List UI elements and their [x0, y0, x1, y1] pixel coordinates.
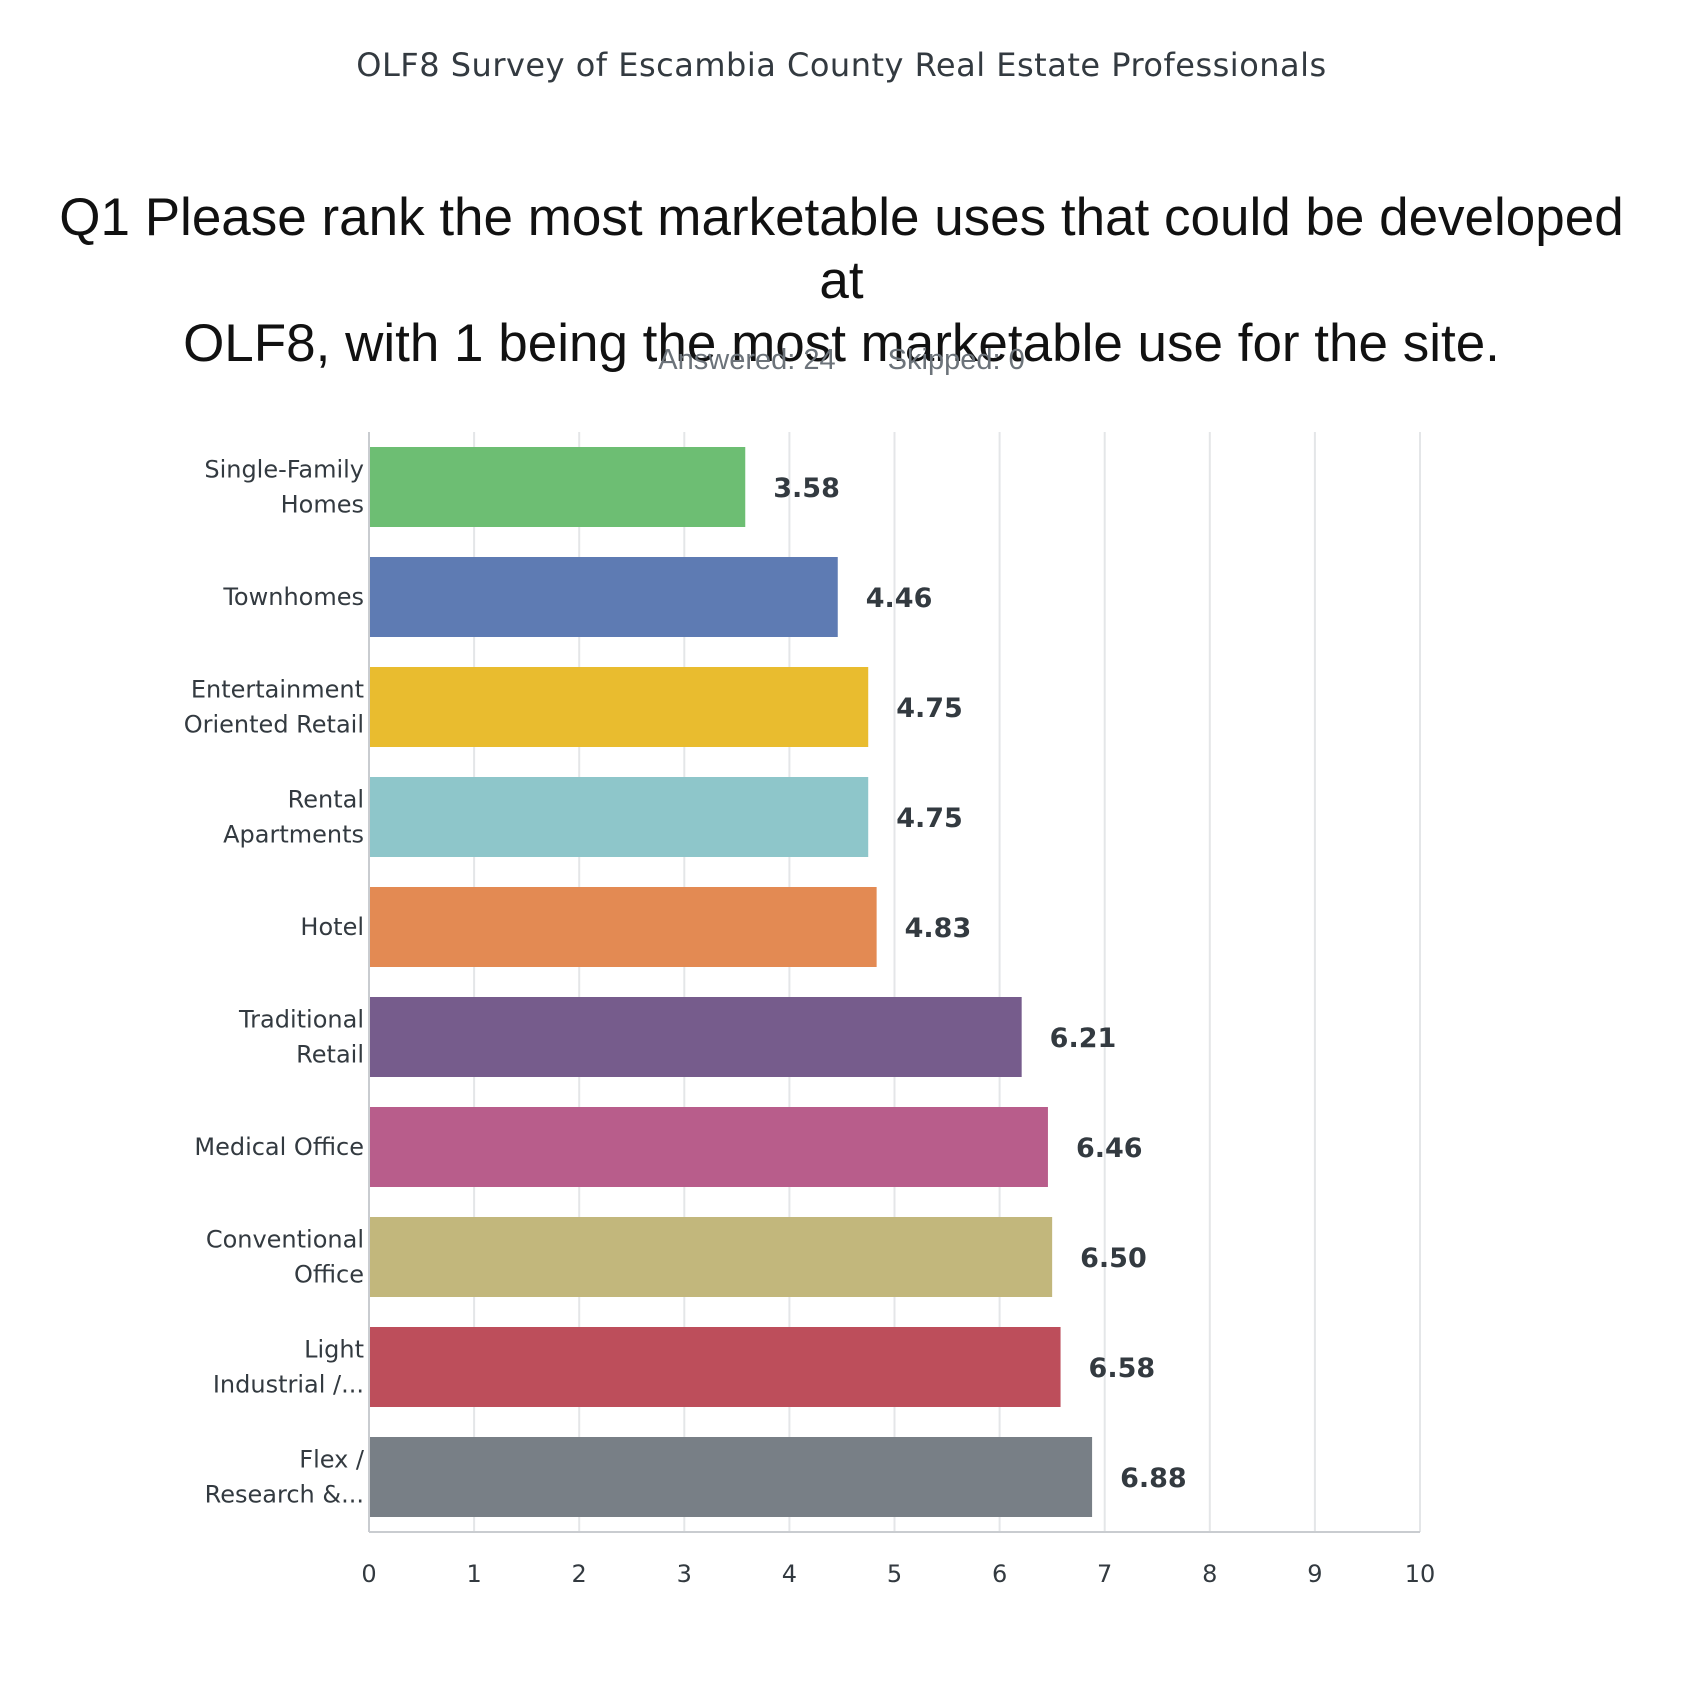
bar-value-label: 6.50 — [1080, 1243, 1147, 1274]
bar-value-label: 4.75 — [896, 803, 963, 834]
bar — [369, 447, 746, 527]
bar — [369, 887, 877, 967]
skipped-count: Skipped: 0 — [887, 344, 1025, 376]
category-label: Single-Family Homes — [204, 456, 364, 519]
question-title-line-2: OLF8, with 1 being the most marketable u… — [183, 314, 1500, 373]
x-tick-label: 9 — [1307, 1560, 1322, 1588]
x-tick-label: 1 — [466, 1560, 481, 1588]
bar — [369, 1437, 1093, 1517]
bars — [369, 447, 1093, 1517]
axes — [368, 432, 1420, 1533]
x-tick-label: 6 — [992, 1560, 1007, 1588]
category-label: Hotel — [300, 913, 364, 941]
bar-value-label: 6.46 — [1076, 1133, 1143, 1164]
x-tick-label: 7 — [1097, 1560, 1112, 1588]
category-label: Traditional Retail — [238, 1006, 364, 1069]
x-tick-label: 5 — [887, 1560, 902, 1588]
answered-count: Answered: 24 — [658, 344, 836, 376]
bar — [369, 1107, 1048, 1187]
bar — [369, 1327, 1061, 1407]
bar-value-label: 6.88 — [1120, 1463, 1187, 1494]
bar — [369, 997, 1022, 1077]
category-label: Rental Apartments — [223, 786, 364, 849]
bar-value-label: 4.83 — [905, 913, 972, 944]
x-tick-label: 4 — [782, 1560, 797, 1588]
answer-stats: Answered: 24 Skipped: 0 — [0, 344, 1683, 377]
category-label: Conventional Office — [206, 1226, 364, 1289]
bar-value-label: 6.58 — [1089, 1353, 1156, 1384]
labels: 0 1 2 3 4 5 6 7 8 9 10 3.58 Single-Family Homes 4.46 To… — [184, 456, 1436, 1589]
question-title-line-1: Q1 Please rank the most marketable uses … — [59, 188, 1624, 310]
bar — [369, 557, 838, 637]
x-tick-label: 0 — [361, 1560, 376, 1588]
category-label: Light Industrial /... — [213, 1336, 364, 1399]
bar-value-label: 4.75 — [896, 693, 963, 724]
bar-value-label: 3.58 — [773, 473, 840, 504]
bar — [369, 777, 869, 857]
x-tick-label: 2 — [572, 1560, 587, 1588]
bar-value-label: 4.46 — [866, 583, 933, 614]
bar-value-label: 6.21 — [1050, 1023, 1117, 1054]
category-label: Medical Office — [194, 1133, 364, 1161]
bar — [369, 667, 869, 747]
x-tick-label: 3 — [677, 1560, 692, 1588]
bar — [369, 1217, 1053, 1297]
category-label: Townhomes — [222, 583, 364, 611]
x-tick-label: 8 — [1202, 1560, 1217, 1588]
x-tick-label: 10 — [1405, 1560, 1436, 1588]
category-label: Entertainment Oriented Retail — [184, 676, 364, 739]
category-label: Flex / Research &... — [205, 1446, 365, 1509]
question-title: Q1 Please rank the most marketable uses … — [30, 186, 1653, 375]
survey-title: OLF8 Survey of Escambia County Real Esta… — [356, 46, 1327, 84]
